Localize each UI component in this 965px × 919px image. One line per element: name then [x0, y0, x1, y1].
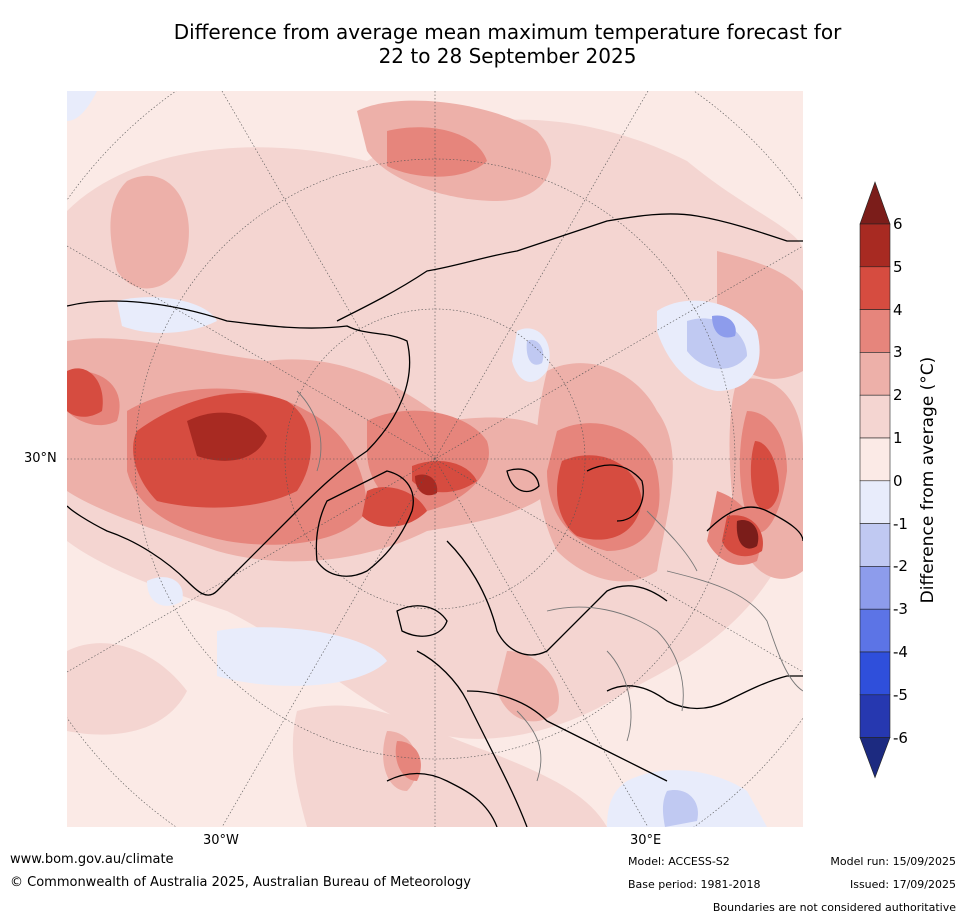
colorbar-band-0_to_1 — [859, 437, 891, 482]
colorbar-band-neg4_to_neg3 — [859, 608, 891, 653]
title-line-2: 22 to 28 September 2025 — [378, 44, 637, 68]
website-link[interactable]: www.bom.gov.au/climate — [10, 852, 174, 867]
colorbar-band-neg5_to_neg4 — [859, 651, 891, 696]
colorbar-band-3_to_4 — [859, 309, 891, 353]
issued-date: Issued: 17/09/2025 — [849, 878, 956, 891]
colorbar-band-neg1_to_0 — [859, 480, 891, 524]
title-line-1: Difference from average mean maximum tem… — [173, 20, 842, 44]
colorbar-extend-low — [859, 737, 891, 779]
colorbar-band-2_to_3 — [859, 352, 891, 396]
colorbar-tick-label: -6 — [893, 728, 908, 747]
model-run-date: Model run: 15/09/2025 — [830, 855, 956, 868]
colorbar-tick-label: 0 — [893, 471, 903, 490]
colorbar-band-neg2_to_neg1 — [859, 523, 891, 567]
colorbar-tick-label: -5 — [893, 685, 908, 704]
colorbar-tick-label: 6 — [893, 215, 903, 233]
base-period: Base period: 1981-2018 — [628, 878, 761, 891]
colorbar-band-5_to_6 — [859, 223, 891, 268]
map-title: Difference from average mean maximum tem… — [60, 20, 955, 68]
longitude-label-30w: 30°W — [203, 833, 239, 848]
colorbar-tick-label: 4 — [893, 300, 903, 319]
colorbar-tick-label: 2 — [893, 386, 903, 405]
colorbar-band-1_to_2 — [859, 394, 891, 439]
colorbar-tick-label: 3 — [893, 343, 903, 362]
colorbar-tick-label: -4 — [893, 643, 908, 661]
temperature-anomaly-map — [67, 91, 803, 827]
colorbar-tick-label: -3 — [893, 600, 908, 619]
colorbar-tick-label: -1 — [893, 514, 908, 533]
colorbar-tick-label: -2 — [893, 557, 908, 576]
colorbar-tick-label: 1 — [893, 429, 903, 447]
copyright-notice: © Commonwealth of Australia 2025, Austra… — [10, 875, 471, 890]
colorbar-band-4_to_5 — [859, 266, 891, 310]
colorbar-band-neg6_to_neg5 — [859, 694, 891, 738]
latitude-label-30n: 30°N — [24, 451, 57, 466]
colorbar-tick-label: 5 — [893, 257, 903, 276]
colorbar-extend-high — [859, 181, 891, 225]
longitude-label-30e: 30°E — [630, 833, 662, 848]
boundaries-disclaimer: Boundaries are not considered authoritat… — [712, 901, 956, 914]
colorbar-title: Difference from average (°C) — [918, 356, 938, 604]
model-name: Model: ACCESS-S2 — [628, 855, 730, 868]
colorbar — [859, 181, 891, 779]
colorbar-band-neg3_to_neg2 — [859, 566, 891, 610]
